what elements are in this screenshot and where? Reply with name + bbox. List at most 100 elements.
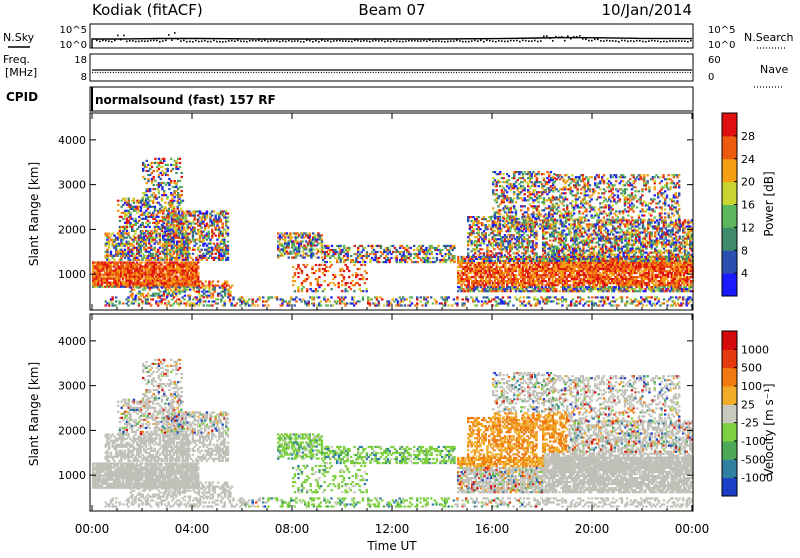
power-cell xyxy=(418,253,420,255)
power-cell xyxy=(119,220,121,222)
power-cell xyxy=(288,256,290,258)
power-cell xyxy=(178,212,180,214)
power-cell xyxy=(194,245,196,247)
power-cell xyxy=(476,274,478,276)
date-title: 10/Jan/2014 xyxy=(602,1,693,19)
power-cell xyxy=(164,243,166,245)
power-cell xyxy=(141,253,143,255)
power-cell xyxy=(198,282,200,284)
power-cell xyxy=(476,286,478,288)
power-cell xyxy=(144,164,146,166)
power-cell xyxy=(168,291,170,293)
power-cell xyxy=(594,282,596,284)
power-cell xyxy=(178,204,180,206)
power-cell xyxy=(369,261,371,263)
nsearch-point xyxy=(579,35,581,37)
power-cell xyxy=(599,272,601,274)
power-cell xyxy=(327,255,329,257)
power-cell xyxy=(420,259,422,261)
power-cell xyxy=(553,286,555,288)
power-cell xyxy=(199,239,201,241)
power-cell xyxy=(180,218,182,220)
power-cell xyxy=(461,286,463,288)
power-cell xyxy=(406,255,408,257)
power-cell xyxy=(124,232,126,234)
power-cell xyxy=(192,235,194,237)
power-cell xyxy=(401,261,403,263)
power-cell xyxy=(175,166,177,168)
power-cell xyxy=(181,190,183,192)
power-cell xyxy=(108,233,110,235)
nsearch-point xyxy=(207,41,209,43)
power-cell xyxy=(179,289,181,291)
power-cell xyxy=(321,244,323,246)
power-cell xyxy=(224,295,226,297)
power-cell xyxy=(410,247,412,249)
nsearch-point xyxy=(171,39,173,41)
power-cell xyxy=(366,257,368,259)
power-cell xyxy=(170,180,172,182)
power-cell xyxy=(141,259,143,261)
power-cell xyxy=(436,253,438,255)
power-cell xyxy=(534,282,536,284)
power-cell xyxy=(461,264,463,266)
power-cell xyxy=(571,274,573,276)
nsearch-point xyxy=(228,40,230,42)
power-cell xyxy=(197,233,199,235)
power-cell xyxy=(648,282,650,284)
power-cell xyxy=(396,261,398,263)
power-cell xyxy=(506,288,508,290)
power-cell xyxy=(171,229,173,231)
nsearch-point xyxy=(300,41,302,43)
power-cell xyxy=(615,272,617,274)
power-cell xyxy=(595,272,597,274)
power-cell xyxy=(164,255,166,257)
power-cell xyxy=(150,259,152,261)
power-cell xyxy=(166,247,168,249)
nsearch-point xyxy=(390,41,392,43)
power-cell xyxy=(179,280,181,282)
power-cell xyxy=(368,255,370,257)
power-cell xyxy=(665,278,667,280)
power-cell xyxy=(197,276,199,278)
power-cell xyxy=(288,242,290,244)
power-cell xyxy=(110,253,112,255)
power-cell xyxy=(480,286,482,288)
power-cell xyxy=(279,250,281,252)
power-cell xyxy=(482,282,484,284)
power-cell xyxy=(178,216,180,218)
power-cell xyxy=(348,247,350,249)
power-cell xyxy=(513,264,515,266)
nsearch-point xyxy=(183,40,185,42)
power-cell xyxy=(142,168,144,170)
power-cell xyxy=(229,286,231,288)
nsearch-point xyxy=(396,40,398,42)
nsearch-point xyxy=(294,40,296,42)
power-cell xyxy=(332,282,334,284)
power-cell xyxy=(128,220,130,222)
power-cell xyxy=(208,226,210,228)
power-cell xyxy=(173,208,175,210)
power-cell xyxy=(222,257,224,259)
power-cell xyxy=(140,255,142,257)
power-cell xyxy=(183,241,185,243)
nsearch-point xyxy=(501,40,503,42)
power-cell xyxy=(206,239,208,241)
power-cell xyxy=(149,226,151,228)
power-cell xyxy=(171,222,173,224)
power-cell xyxy=(122,204,124,206)
power-cell xyxy=(406,261,408,263)
power-cell xyxy=(343,255,345,257)
power-cell xyxy=(174,216,176,218)
power-cell xyxy=(208,280,210,282)
power-cell xyxy=(203,284,205,286)
power-cell xyxy=(192,259,194,261)
power-cell xyxy=(204,243,206,245)
nsearch-point xyxy=(648,40,650,42)
power-cell xyxy=(305,232,307,234)
power-cell xyxy=(566,282,568,284)
power-cell xyxy=(503,282,505,284)
nsearch-point xyxy=(321,40,323,42)
power-cell xyxy=(158,176,160,178)
power-cell xyxy=(119,230,121,232)
